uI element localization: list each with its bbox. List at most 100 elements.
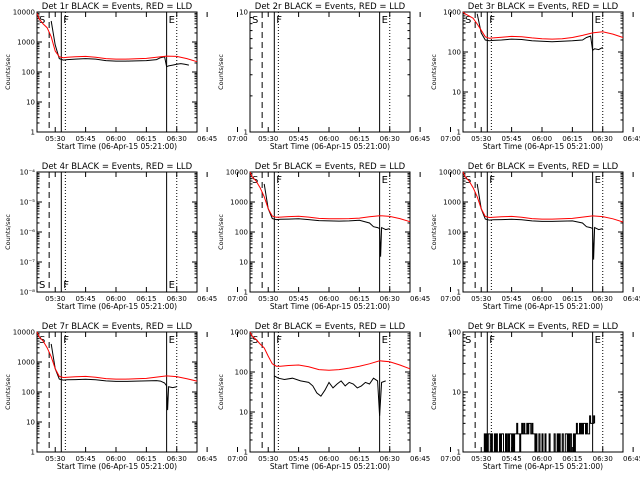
- series-line-events: [50, 343, 177, 411]
- series-line-events: [50, 20, 189, 68]
- chart-panel-7: Det 7r BLACK = Events, RED = LLD11010010…: [4, 322, 248, 471]
- y-tick-label: 10000: [13, 9, 35, 17]
- x-axis-label: Start Time (06-Apr-15 05:21:00): [270, 462, 390, 471]
- y-tick-label: 100: [235, 369, 248, 377]
- x-tick-label: 06:15: [349, 135, 369, 143]
- marker-label-E: E: [169, 280, 175, 291]
- y-tick-label: 1: [244, 449, 248, 457]
- x-tick-label: 06:00: [106, 295, 126, 303]
- marker-label-S: S: [252, 335, 258, 346]
- series-line-events: [483, 415, 596, 453]
- marker-label-E: E: [169, 15, 175, 26]
- x-tick-label: 06:00: [532, 295, 552, 303]
- y-tick-label: 10000: [226, 169, 248, 177]
- chart-panel-4: Det 4r BLACK = Events, RED = LLD 10⁻⁸ 10⁻⁷…: [4, 162, 248, 311]
- x-tick-label: 05:45: [289, 455, 309, 463]
- x-tick-label: 06:45: [410, 455, 430, 463]
- y-tick-label: 10⁻⁸: [20, 289, 36, 297]
- x-tick-label: 06:15: [136, 295, 156, 303]
- y-tick-label: 1: [31, 449, 35, 457]
- x-tick-label: 06:30: [380, 135, 400, 143]
- x-tick-label: 05:45: [502, 135, 522, 143]
- y-tick-label: 1: [31, 129, 35, 137]
- x-tick-label: 06:30: [593, 295, 613, 303]
- chart-panel-9: Det 9r BLACK = Events, RED = LLD 1 10 100 05…: [430, 322, 640, 471]
- x-axis-label: Start Time (06-Apr-15 05:21:00): [483, 462, 603, 471]
- chart-title: Det 6r BLACK = Events, RED = LLD: [468, 162, 619, 172]
- series-line-lld: [249, 171, 411, 223]
- x-tick-label: 06:30: [593, 135, 613, 143]
- series-line-lld: [36, 331, 198, 382]
- marker-label-S: S: [39, 15, 45, 26]
- marker-label-F: F: [63, 280, 69, 291]
- x-tick-label: 06:00: [106, 455, 126, 463]
- x-tick-label: 06:00: [532, 135, 552, 143]
- y-axis-label: Counts/sec: [217, 54, 225, 90]
- marker-label-E: E: [382, 335, 388, 346]
- x-tick-label: 06:15: [562, 295, 582, 303]
- x-tick-label: 07:00: [440, 455, 460, 463]
- y-axis-label: Counts/sec: [4, 54, 12, 90]
- y-tick-label: 10: [452, 89, 461, 97]
- y-tick-label: 10: [26, 99, 35, 107]
- x-tick-label: 07:00: [227, 295, 247, 303]
- y-tick-label: 10: [239, 9, 248, 17]
- marker-label-F: F: [276, 15, 282, 26]
- marker-label-F: F: [489, 335, 495, 346]
- x-tick-label: 06:30: [380, 455, 400, 463]
- marker-label-F: F: [489, 15, 495, 26]
- series-line-events: [476, 183, 603, 260]
- x-tick-label: 06:45: [197, 135, 217, 143]
- y-axis-label: Counts/sec: [4, 214, 12, 250]
- y-axis-label: Counts/sec: [217, 374, 225, 410]
- x-tick-label: 05:30: [471, 295, 491, 303]
- x-tick-label: 07:00: [227, 455, 247, 463]
- y-tick-label: 100: [448, 229, 461, 237]
- x-tick-label: 06:30: [380, 295, 400, 303]
- plot-frame: [462, 11, 624, 133]
- series-line-lld: [462, 11, 624, 40]
- marker-label-S: S: [252, 15, 258, 26]
- y-tick-label: 10: [239, 259, 248, 267]
- chart-title: Det 3r BLACK = Events, RED = LLD: [468, 2, 619, 12]
- x-tick-label: 06:15: [562, 135, 582, 143]
- x-tick-label: 07:00: [227, 135, 247, 143]
- x-tick-label: 06:00: [319, 455, 339, 463]
- chart-title: Det 5r BLACK = Events, RED = LLD: [255, 162, 406, 172]
- x-tick-label: 06:45: [623, 135, 640, 143]
- x-axis-label: Start Time (06-Apr-15 05:21:00): [483, 302, 603, 311]
- x-tick-label: 05:30: [45, 455, 65, 463]
- x-tick-label: 05:45: [76, 295, 96, 303]
- chart-panel-1: Det 1r BLACK = Events, RED = LLD11010010…: [4, 2, 248, 151]
- y-axis-label: Counts/sec: [217, 214, 225, 250]
- x-tick-label: 06:00: [532, 455, 552, 463]
- chart-panel-5: Det 5r BLACK = Events, RED = LLD 1 10 100 10…: [217, 162, 461, 311]
- x-axis-label: Start Time (06-Apr-15 05:21:00): [57, 462, 177, 471]
- plot-frame: [249, 331, 411, 453]
- x-tick-label: 05:45: [289, 295, 309, 303]
- x-tick-label: 06:30: [167, 455, 187, 463]
- series-line-lld: [36, 13, 198, 63]
- y-tick-label: 1000: [17, 359, 35, 367]
- y-tick-label: 10: [239, 409, 248, 417]
- chart-panel-3: Det 3r BLACK = Events, RED = LLD 1 10 100 10…: [430, 2, 640, 151]
- chart-title: Det 9r BLACK = Events, RED = LLD: [468, 322, 619, 332]
- y-tick-label: 1: [457, 129, 461, 137]
- x-tick-label: 07:00: [440, 135, 460, 143]
- y-axis-label: Counts/sec: [430, 374, 438, 410]
- y-tick-label: 10⁻⁵: [20, 199, 36, 207]
- x-tick-label: 06:15: [349, 295, 369, 303]
- x-tick-label: 06:45: [623, 455, 640, 463]
- x-tick-label: 06:15: [349, 455, 369, 463]
- x-axis-label: Start Time (06-Apr-15 05:21:00): [270, 142, 390, 151]
- x-axis-label: Start Time (06-Apr-15 05:21:00): [483, 142, 603, 151]
- y-tick-label: 10⁻⁶: [20, 229, 36, 237]
- y-tick-label: 1: [244, 289, 248, 297]
- x-tick-label: 05:30: [258, 295, 278, 303]
- x-tick-label: 05:30: [471, 135, 491, 143]
- marker-label-E: E: [595, 175, 601, 186]
- x-tick-label: 05:30: [45, 295, 65, 303]
- x-tick-label: 06:45: [197, 455, 217, 463]
- y-tick-label: 100: [22, 69, 35, 77]
